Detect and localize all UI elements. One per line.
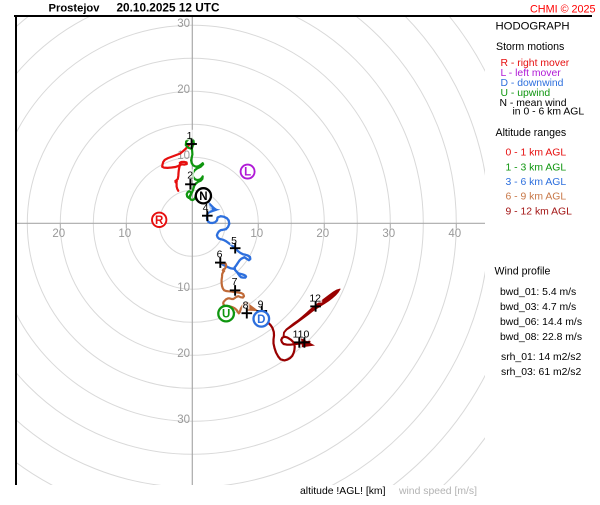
svg-text:bwd_08: 22.8 m/s: bwd_08: 22.8 m/s — [500, 332, 582, 343]
svg-text:6: 6 — [217, 249, 223, 261]
svg-text:0 - 1 km AGL: 0 - 1 km AGL — [506, 148, 567, 159]
svg-text:30: 30 — [177, 414, 190, 426]
svg-text:L: L — [244, 167, 251, 179]
svg-text:altitude !AGL! [km]: altitude !AGL! [km] — [300, 486, 386, 497]
svg-text:wind speed [m/s]: wind speed [m/s] — [398, 486, 477, 497]
svg-text:20: 20 — [316, 228, 329, 240]
svg-text:U - upwind: U - upwind — [501, 88, 551, 99]
svg-text:srh_03: 61 m2/s2: srh_03: 61 m2/s2 — [501, 367, 582, 378]
svg-text:2: 2 — [187, 170, 193, 182]
svg-text:40: 40 — [448, 228, 461, 240]
svg-text:bwd_01: 5.4 m/s: bwd_01: 5.4 m/s — [500, 287, 576, 298]
svg-text:20: 20 — [177, 348, 190, 360]
svg-text:D - downwind: D - downwind — [501, 78, 564, 89]
svg-text:Storm motions: Storm motions — [496, 41, 564, 53]
svg-text:CHMI © 2025: CHMI © 2025 — [530, 3, 596, 15]
svg-text:Altitude ranges: Altitude ranges — [496, 127, 567, 139]
svg-text:L - left mover: L - left mover — [501, 68, 562, 79]
svg-text:30: 30 — [382, 228, 395, 240]
svg-text:9: 9 — [258, 298, 264, 310]
svg-text:30: 30 — [177, 18, 190, 30]
svg-text:R: R — [155, 215, 164, 227]
svg-text:1 - 3 km AGL: 1 - 3 km AGL — [506, 162, 567, 173]
svg-text:20.10.2025 12 UTC: 20.10.2025 12 UTC — [117, 1, 220, 15]
svg-text:6 - 9 km AGL: 6 - 9 km AGL — [506, 192, 567, 203]
svg-text:R - right mover: R - right mover — [501, 58, 570, 69]
svg-text:20: 20 — [52, 228, 65, 240]
svg-text:10: 10 — [250, 228, 263, 240]
svg-text:10: 10 — [177, 282, 190, 294]
svg-text:in 0 - 6 km AGL: in 0 - 6 km AGL — [513, 107, 585, 118]
svg-text:12: 12 — [309, 293, 321, 305]
svg-text:1: 1 — [187, 130, 193, 142]
svg-text:5: 5 — [231, 235, 237, 247]
svg-text:N: N — [199, 191, 207, 203]
svg-text:7: 7 — [232, 276, 238, 288]
svg-text:U: U — [222, 309, 230, 321]
svg-text:Wind profile: Wind profile — [495, 265, 551, 277]
svg-text:9 - 12 km AGL: 9 - 12 km AGL — [506, 206, 573, 217]
svg-text:srh_01: 14 m2/s2: srh_01: 14 m2/s2 — [501, 352, 582, 363]
svg-text:N - mean wind: N - mean wind — [500, 98, 567, 109]
svg-text:bwd_06: 14.4 m/s: bwd_06: 14.4 m/s — [500, 317, 582, 328]
svg-text:20: 20 — [177, 84, 190, 96]
svg-text:Prostejov: Prostejov — [49, 3, 101, 15]
svg-text:110: 110 — [293, 329, 310, 341]
svg-text:8: 8 — [243, 299, 249, 311]
svg-text:10: 10 — [118, 228, 131, 240]
svg-text:bwd_03: 4.7 m/s: bwd_03: 4.7 m/s — [500, 302, 576, 313]
svg-text:HODOGRAPH: HODOGRAPH — [496, 20, 570, 32]
svg-text:4: 4 — [203, 202, 209, 214]
svg-text:D: D — [257, 314, 265, 326]
svg-text:3 - 6 km AGL: 3 - 6 km AGL — [506, 177, 567, 188]
